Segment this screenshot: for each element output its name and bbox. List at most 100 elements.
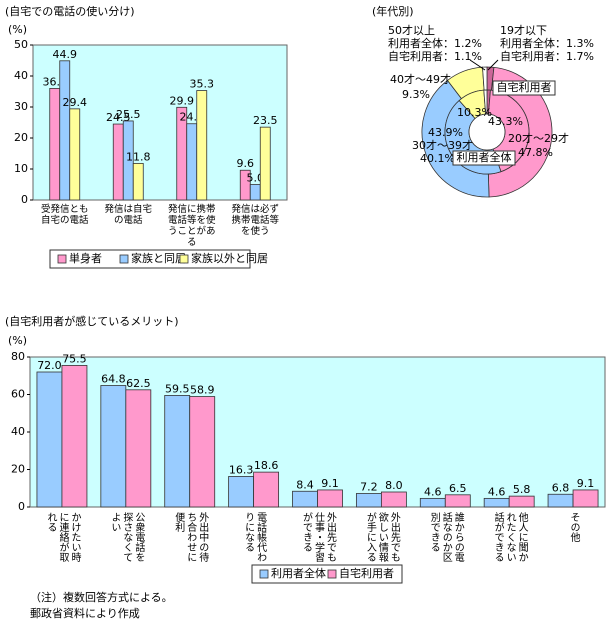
legend-label: 単身者 [69, 251, 102, 265]
legend-swatch [179, 254, 189, 264]
x-tick-label: 公衆電話を探さなくてよい [108, 512, 144, 562]
bar [164, 395, 191, 508]
value-label: 43.3% [488, 115, 523, 128]
value-label: 64.8 [101, 373, 126, 386]
value-label: 9.1 [321, 477, 339, 490]
value-label: 8.0 [385, 479, 403, 492]
x-tick-label: その他 [568, 512, 580, 542]
bar [196, 90, 208, 201]
y-tick-label: 0 [21, 193, 28, 206]
legend-label: 自宅利用者 [339, 566, 394, 580]
bar [419, 497, 446, 508]
value-label: 35.3 [190, 78, 215, 91]
value-label: 自宅利用者：1.1% [388, 49, 482, 63]
category-label: 30才〜39才 [412, 138, 473, 152]
legend-swatch [57, 254, 67, 264]
value-label: 75.5 [62, 352, 87, 365]
bar [125, 389, 152, 508]
bar [572, 489, 599, 508]
note: （注）複数回答方式による。 [30, 590, 173, 604]
y-tick-label: 50 [14, 38, 28, 51]
bar [355, 493, 382, 508]
value-label: 44.9 [53, 48, 78, 61]
y-tick-label: 0 [18, 500, 25, 513]
value-label: 10.3% [457, 106, 492, 119]
bar [186, 123, 198, 201]
value-label: 11.8 [126, 150, 151, 163]
x-tick-label: 電話帳代わりになる [242, 512, 266, 562]
y-tick-label: 40 [14, 69, 28, 82]
bar [189, 396, 216, 508]
bar [112, 123, 124, 201]
bar [249, 184, 261, 201]
legend-swatch [259, 569, 269, 579]
bar [253, 471, 280, 508]
leader-line [487, 59, 499, 71]
legend-label: 家族と同居 [131, 251, 186, 265]
bar [380, 491, 407, 508]
y-tick-label: 20 [14, 131, 28, 144]
value-label: 9.3% [402, 88, 430, 101]
bar [69, 108, 81, 201]
value-label: 16.3 [229, 463, 254, 476]
value-label: 4.6 [424, 485, 442, 498]
value-label: 7.2 [360, 481, 378, 494]
value-label: 62.5 [126, 377, 151, 390]
source: 郵政省資料により作成 [30, 606, 140, 620]
legend-box [49, 249, 251, 269]
bar [508, 495, 535, 508]
y-tick-label: 20 [11, 463, 25, 476]
value-label: 8.4 [296, 478, 314, 491]
series-name: 自宅利用者 [497, 80, 552, 94]
value-label: 25.5 [116, 108, 141, 121]
value-label: 29.9 [170, 94, 195, 107]
bar [49, 88, 61, 201]
x-tick-label: 発信に携帯電話等を使うことがある [167, 204, 216, 248]
value-label: 利用者全体：1.3% [500, 36, 594, 50]
x-tick-label: 誰からの電話なのか区別できる [428, 512, 464, 562]
value-label: 5.8 [513, 483, 531, 496]
value-label: 59.5 [165, 382, 190, 395]
y-axis-label: (%) [8, 334, 27, 347]
x-tick-label: 他人に聞かれたくない話ができる [492, 512, 528, 562]
value-label: 72.0 [37, 359, 62, 372]
bar [100, 385, 127, 508]
y-axis-label: (%) [8, 23, 27, 36]
value-label: 9.1 [577, 477, 595, 490]
value-label: 23.5 [253, 114, 278, 127]
x-tick-label: 発信は自宅の電話 [104, 204, 152, 226]
x-tick-label: 外出中の待ち合わせに便利 [172, 512, 208, 562]
value-label: 6.8 [552, 481, 570, 494]
x-tick-label: 受発信とも自宅の電話 [40, 204, 89, 226]
x-tick-label: 外出先でも仕事・学習ができる [300, 512, 336, 562]
bar [228, 476, 255, 508]
value-label: 利用者全体：1.2% [388, 36, 482, 50]
chart-title: (年代別) [372, 4, 414, 18]
category-label: 40才〜49才 [390, 72, 451, 86]
bar [122, 120, 134, 201]
value-label: 47.8% [518, 146, 553, 159]
pie-hole [468, 113, 506, 151]
bar [547, 493, 574, 508]
x-tick-label: 発信は必ず携帯電話等を使う [231, 204, 279, 237]
series-name: 利用者全体 [457, 150, 512, 164]
bar [132, 163, 144, 201]
bar [317, 489, 343, 508]
bar [36, 371, 63, 508]
bar [292, 490, 318, 508]
y-tick-label: 60 [11, 388, 25, 401]
category-label: 19才以下 [500, 23, 547, 37]
chart-title: (自宅利用者が感じているメリット) [5, 314, 179, 328]
value-label: 43.9% [428, 126, 463, 139]
legend-swatch [119, 254, 129, 264]
legend-box [251, 564, 403, 584]
bar [59, 60, 71, 201]
series-box [452, 150, 516, 166]
value-label: 40.1% [420, 152, 455, 165]
category-label: 50才以上 [388, 23, 435, 37]
y-tick-label: 40 [11, 425, 25, 438]
value-label: 4.6 [488, 485, 506, 498]
y-tick-label: 80 [11, 350, 25, 363]
